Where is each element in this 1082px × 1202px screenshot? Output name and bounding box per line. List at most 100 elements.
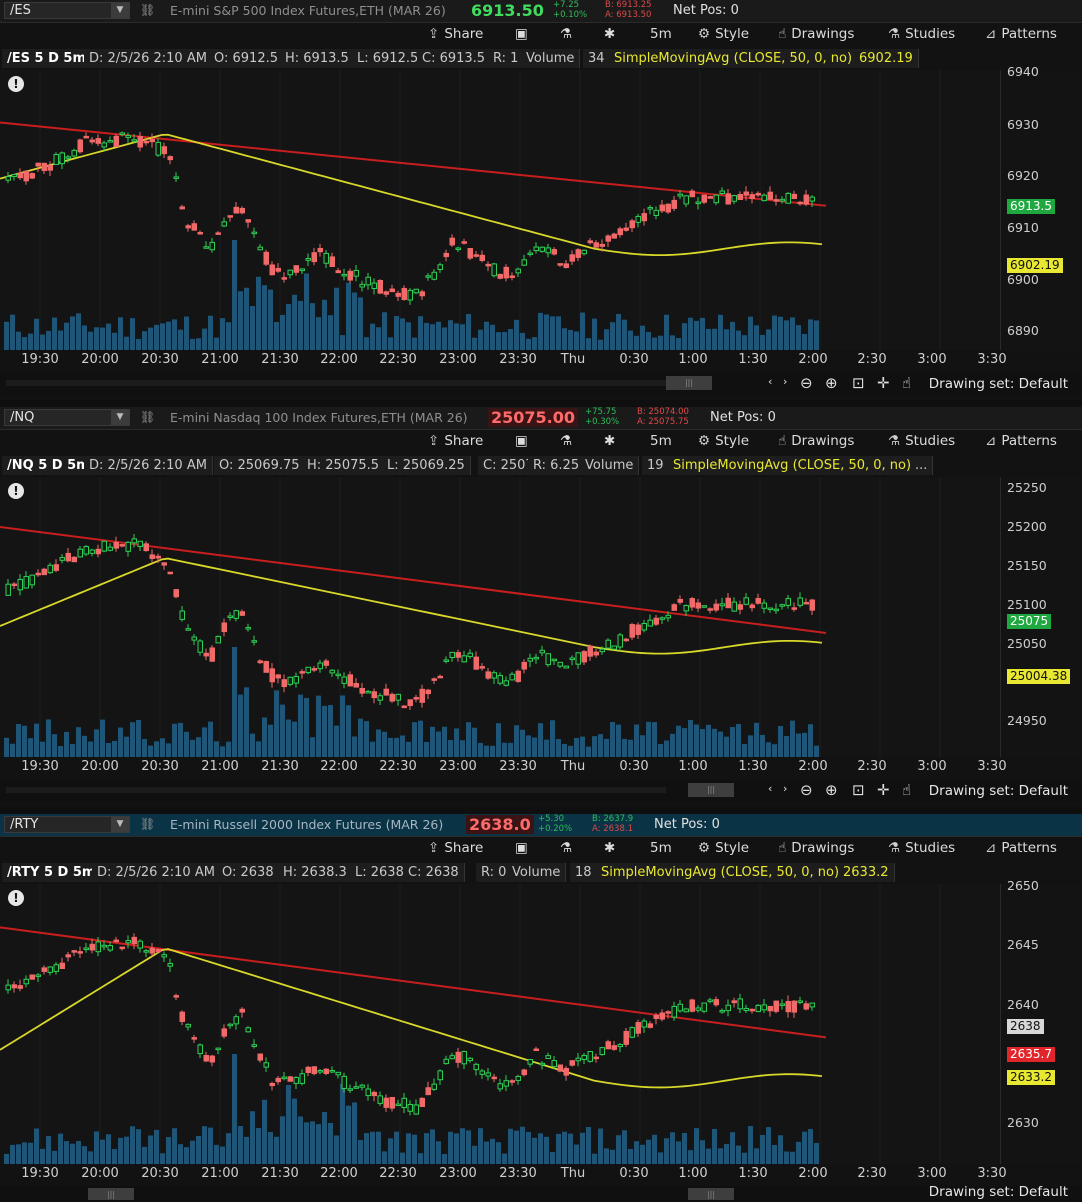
volume-bar xyxy=(592,736,597,757)
scroll-right-icon[interactable]: › xyxy=(783,375,788,388)
price-axis[interactable]: 25250 25200 25150 25100 25050 24950 2507… xyxy=(1000,477,1082,757)
volume-bar xyxy=(82,325,87,350)
snapshot-icon[interactable]: ▣ xyxy=(515,840,528,856)
volume-bar xyxy=(784,320,789,350)
price-axis[interactable]: 6940 6930 6920 6910 6900 6890 6913.5 690… xyxy=(1000,64,1082,350)
volume-bar xyxy=(124,736,129,757)
volume-bar xyxy=(358,1139,363,1164)
patterns-button[interactable]: ⊿ Patterns xyxy=(985,26,1057,42)
timeframe-button[interactable]: 5m xyxy=(650,840,672,856)
price-plot[interactable]: ! xyxy=(0,70,1000,350)
scrollbar-thumb[interactable]: ||| xyxy=(88,1188,134,1200)
volume-bar xyxy=(262,1099,267,1164)
drawings-button[interactable]: ☝ Drawings xyxy=(778,840,855,856)
volume-bar xyxy=(298,694,303,757)
info-volume-label: Volume xyxy=(580,456,640,475)
hand-icon[interactable]: ☝ xyxy=(902,374,912,392)
drawings-button[interactable]: ☝ Drawings xyxy=(778,26,855,42)
studies-button[interactable]: ⚗ Studies xyxy=(888,840,956,856)
x-tick: 1:00 xyxy=(678,352,708,367)
flask-icon[interactable]: ⚗ xyxy=(560,433,573,449)
volume-bar xyxy=(106,323,111,350)
chevron-down-icon[interactable]: ▼ xyxy=(111,410,129,425)
flask-icon[interactable]: ⚗ xyxy=(560,840,573,856)
zoom-out-icon[interactable]: ⊖ xyxy=(800,374,813,392)
scroll-right-icon[interactable]: › xyxy=(783,782,788,795)
horizontal-scrollbar[interactable] xyxy=(6,787,666,793)
link-icon[interactable]: ⛓ xyxy=(140,410,156,424)
volume-bar xyxy=(586,1127,591,1164)
flask-icon[interactable]: ⚗ xyxy=(560,26,573,42)
share-button[interactable]: ⇪ Share xyxy=(428,26,484,42)
zoom-fit-icon[interactable]: ⊡ xyxy=(852,374,865,392)
info-date: D: 2/5/26 2:10 AM xyxy=(92,863,221,882)
price-plot[interactable]: ! xyxy=(0,884,1000,1164)
gear-icon[interactable]: ✱ xyxy=(604,840,616,856)
volume-bar xyxy=(208,1127,213,1164)
timeframe-button[interactable]: 5m xyxy=(650,433,672,449)
candle-body xyxy=(323,252,329,264)
alert-icon[interactable]: ! xyxy=(8,76,24,92)
volume-bar xyxy=(706,724,711,757)
candle-body xyxy=(311,252,317,263)
volume-bar xyxy=(538,312,543,350)
volume-bar xyxy=(100,327,105,350)
volume-bar xyxy=(268,1131,273,1164)
patterns-button[interactable]: ⊿ Patterns xyxy=(985,433,1057,449)
volume-bar xyxy=(502,742,507,757)
time-axis[interactable]: 19:30 20:00 20:30 21:00 21:30 22:00 22:3… xyxy=(0,350,1006,372)
patterns-button[interactable]: ⊿ Patterns xyxy=(985,840,1057,856)
scrollbar-thumb[interactable]: ||| xyxy=(688,783,734,797)
share-button[interactable]: ⇪ Share xyxy=(428,840,484,856)
drawing-set-label[interactable]: Drawing set: Default xyxy=(928,783,1068,799)
zoom-out-icon[interactable]: ⊖ xyxy=(800,781,813,799)
crosshair-icon[interactable]: ✛ xyxy=(877,374,890,392)
symbol-selector[interactable]: /ES ▼ xyxy=(4,2,130,19)
horizontal-scrollbar[interactable] xyxy=(6,380,666,386)
scrollbar-thumb[interactable]: ||| xyxy=(688,1188,734,1200)
gear-icon[interactable]: ✱ xyxy=(604,433,616,449)
link-icon[interactable]: ⛓ xyxy=(140,3,156,17)
drawings-button[interactable]: ☝ Drawings xyxy=(778,433,855,449)
timeframe-button[interactable]: 5m xyxy=(650,26,672,42)
drawing-set-label[interactable]: Drawing set: Default xyxy=(928,376,1068,392)
chevron-down-icon[interactable]: ▼ xyxy=(111,3,129,18)
price-plot[interactable]: ! xyxy=(0,477,1000,757)
candle-body xyxy=(251,231,257,235)
hand-icon[interactable]: ☝ xyxy=(902,781,912,799)
symbol-selector[interactable]: /RTY ▼ xyxy=(4,816,130,833)
snapshot-icon[interactable]: ▣ xyxy=(515,433,528,449)
time-axis[interactable]: 19:30 20:00 20:30 21:00 21:30 22:00 22:3… xyxy=(0,1164,1006,1186)
flask-icon: ⚗ xyxy=(888,26,901,42)
alert-icon[interactable]: ! xyxy=(8,890,24,906)
style-button[interactable]: ⚙ Style xyxy=(698,840,750,856)
studies-button[interactable]: ⚗ Studies xyxy=(888,26,956,42)
scroll-left-icon[interactable]: ‹ xyxy=(768,782,773,795)
y-tick: 2630 xyxy=(1007,1115,1039,1130)
last-price: 2638.0 xyxy=(466,815,534,834)
drawing-set-label[interactable]: Drawing set: Default xyxy=(928,1184,1068,1200)
share-button[interactable]: ⇪ Share xyxy=(428,433,484,449)
link-icon[interactable]: ⛓ xyxy=(140,817,156,831)
volume-bar xyxy=(334,287,339,350)
price-axis[interactable]: 2650 2645 2640 2630 2638 2635.7 2633.2 xyxy=(1000,878,1082,1164)
volume-bar xyxy=(298,1116,303,1164)
time-axis[interactable]: 19:30 20:00 20:30 21:00 21:30 22:00 22:3… xyxy=(0,757,1006,779)
scroll-left-icon[interactable]: ‹ xyxy=(768,375,773,388)
zoom-in-icon[interactable]: ⊕ xyxy=(825,374,838,392)
scrollbar-thumb[interactable]: ||| xyxy=(666,376,712,390)
style-button[interactable]: ⚙ Style xyxy=(698,26,750,42)
alert-icon[interactable]: ! xyxy=(8,483,24,499)
crosshair-icon[interactable]: ✛ xyxy=(877,781,890,799)
style-button[interactable]: ⚙ Style xyxy=(698,433,750,449)
volume-bar xyxy=(742,335,747,350)
snapshot-icon[interactable]: ▣ xyxy=(515,26,528,42)
volume-bar xyxy=(190,338,195,350)
volume-bar xyxy=(622,738,627,757)
zoom-fit-icon[interactable]: ⊡ xyxy=(852,781,865,799)
zoom-in-icon[interactable]: ⊕ xyxy=(825,781,838,799)
chevron-down-icon[interactable]: ▼ xyxy=(111,817,129,832)
symbol-selector[interactable]: /NQ ▼ xyxy=(4,409,130,426)
studies-button[interactable]: ⚗ Studies xyxy=(888,433,956,449)
gear-icon[interactable]: ✱ xyxy=(604,26,616,42)
